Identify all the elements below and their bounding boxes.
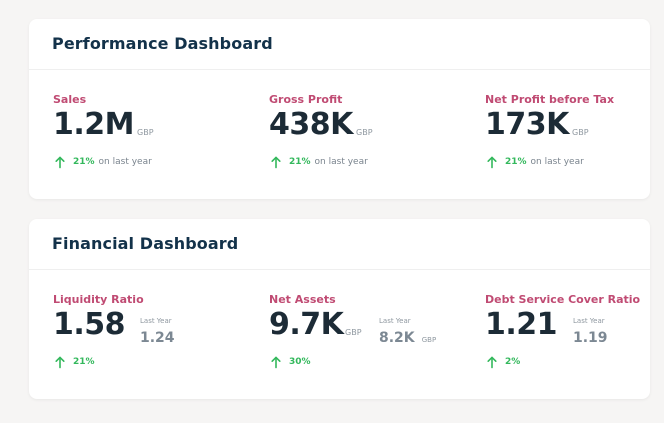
metric-unit: GBP: [572, 128, 589, 137]
metric-label: Gross Profit: [269, 93, 343, 106]
trend-value: 2%: [505, 357, 521, 367]
metric-unit: GBP: [345, 328, 362, 337]
metric-gross-profit: Gross Profit 438K GBP 21% on last year: [269, 93, 469, 193]
metric-value: 1.21: [485, 307, 558, 342]
last-year-label: Last Year: [379, 317, 411, 325]
metric-label: Debt Service Cover Ratio: [485, 293, 641, 306]
performance-dashboard-title: Performance Dashboard: [52, 34, 273, 53]
metric-value: 9.7K: [269, 307, 344, 342]
arrow-up-icon: [55, 156, 65, 169]
trend-text: on last year: [530, 157, 584, 167]
last-year-label: Last Year: [140, 317, 172, 325]
trend-value: 21%: [73, 157, 95, 167]
metric-value: 438K: [269, 107, 353, 142]
trend-indicator: 21% on last year: [269, 155, 368, 169]
trend-value: 21%: [505, 157, 527, 167]
trend-text: on last year: [98, 157, 152, 167]
arrow-up-icon: [487, 156, 497, 169]
metric-liquidity-ratio: Liquidity Ratio 1.58 Last Year 1.24 21%: [53, 293, 253, 393]
metric-value: 1.58: [53, 307, 126, 342]
arrow-up-icon: [55, 356, 65, 369]
trend-indicator: 30%: [269, 355, 311, 369]
metric-label: Net Profit before Tax: [485, 93, 615, 106]
last-year-comparison: Last Year 1.19: [573, 317, 608, 346]
last-year-value: 1.19: [573, 330, 608, 346]
financial-dashboard-card: Financial Dashboard Liquidity Ratio 1.58…: [29, 219, 650, 399]
trend-text: on last year: [314, 157, 368, 167]
performance-dashboard-card: Performance Dashboard Sales 1.2M GBP 21%…: [29, 19, 650, 199]
metric-label: Sales: [53, 93, 87, 106]
trend-value: 21%: [73, 357, 95, 367]
trend-indicator: 21%: [53, 355, 95, 369]
arrow-up-icon: [487, 356, 497, 369]
metric-value: 1.2M: [53, 107, 135, 142]
metric-label: Liquidity Ratio: [53, 293, 144, 306]
last-year-comparison: Last Year 1.24: [140, 317, 175, 346]
trend-value: 30%: [289, 357, 311, 367]
metric-label: Net Assets: [269, 293, 336, 306]
trend-indicator: 2%: [485, 355, 520, 369]
metric-net-assets: Net Assets 9.7K GBP Last Year 8.2K GBP 3…: [269, 293, 469, 393]
last-year-value: 1.24: [140, 330, 175, 346]
metric-net-profit-before-tax: Net Profit before Tax 173K GBP 21% on la…: [485, 93, 664, 193]
metric-unit: GBP: [356, 128, 373, 137]
last-year-label: Last Year: [573, 317, 605, 325]
trend-value: 21%: [289, 157, 311, 167]
trend-indicator: 21% on last year: [485, 155, 584, 169]
metric-value: 173K: [485, 107, 569, 142]
arrow-up-icon: [271, 356, 281, 369]
metric-unit: GBP: [137, 128, 154, 137]
financial-dashboard-title: Financial Dashboard: [52, 234, 239, 253]
last-year-comparison: Last Year 8.2K GBP: [379, 317, 436, 346]
arrow-up-icon: [271, 156, 281, 169]
financial-dashboard-header: Financial Dashboard: [29, 219, 650, 270]
last-year-unit: GBP: [421, 336, 437, 344]
metric-sales: Sales 1.2M GBP 21% on last year: [53, 93, 253, 193]
last-year-value: 8.2K: [379, 330, 415, 346]
performance-dashboard-header: Performance Dashboard: [29, 19, 650, 70]
metric-debt-service-cover-ratio: Debt Service Cover Ratio 1.21 Last Year …: [485, 293, 664, 393]
trend-indicator: 21% on last year: [53, 155, 152, 169]
